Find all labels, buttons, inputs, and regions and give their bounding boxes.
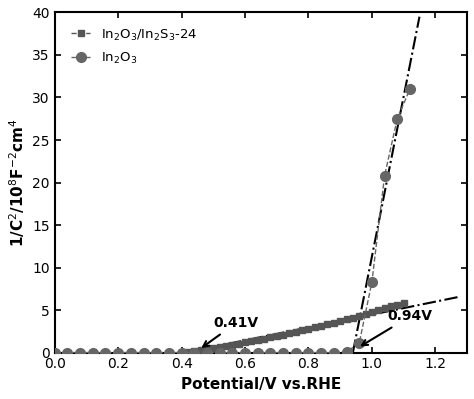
In$_2$O$_3$: [344, 349, 349, 354]
In$_2$O$_3$: [407, 87, 413, 91]
In$_2$O$_3$/In$_2$S$_3$-24: [325, 322, 330, 327]
X-axis label: Potential/V vs.RHE: Potential/V vs.RHE: [181, 377, 341, 392]
In$_2$O$_3$/In$_2$S$_3$-24: [128, 350, 134, 355]
In$_2$O$_3$: [154, 350, 159, 355]
In$_2$O$_3$/In$_2$S$_3$-24: [350, 315, 356, 320]
In$_2$O$_3$/In$_2$S$_3$-24: [344, 317, 349, 322]
In$_2$O$_3$/In$_2$S$_3$-24: [90, 350, 96, 355]
Line: In$_2$O$_3$/In$_2$S$_3$-24: In$_2$O$_3$/In$_2$S$_3$-24: [52, 300, 406, 356]
In$_2$O$_3$/In$_2$S$_3$-24: [306, 326, 311, 331]
In$_2$O$_3$/In$_2$S$_3$-24: [319, 324, 324, 328]
In$_2$O$_3$/In$_2$S$_3$-24: [198, 348, 203, 353]
In$_2$O$_3$: [204, 350, 210, 355]
In$_2$O$_3$: [242, 350, 248, 355]
In$_2$O$_3$/In$_2$S$_3$-24: [210, 346, 216, 351]
In$_2$O$_3$/In$_2$S$_3$-24: [363, 311, 368, 316]
In$_2$O$_3$: [102, 350, 108, 355]
In$_2$O$_3$/In$_2$S$_3$-24: [102, 350, 108, 355]
In$_2$O$_3$: [319, 350, 324, 355]
In$_2$O$_3$/In$_2$S$_3$-24: [77, 350, 83, 355]
In$_2$O$_3$/In$_2$S$_3$-24: [274, 334, 280, 338]
In$_2$O$_3$/In$_2$S$_3$-24: [64, 350, 70, 355]
Text: 0.94V: 0.94V: [362, 309, 433, 345]
In$_2$O$_3$: [280, 350, 286, 355]
In$_2$O$_3$: [166, 350, 172, 355]
In$_2$O$_3$: [394, 117, 400, 121]
In$_2$O$_3$/In$_2$S$_3$-24: [331, 320, 337, 325]
In$_2$O$_3$/In$_2$S$_3$-24: [255, 338, 261, 342]
In$_2$O$_3$/In$_2$S$_3$-24: [217, 345, 222, 350]
In$_2$O$_3$/In$_2$S$_3$-24: [166, 350, 172, 355]
In$_2$O$_3$: [77, 350, 83, 355]
In$_2$O$_3$/In$_2$S$_3$-24: [267, 335, 273, 340]
In$_2$O$_3$: [293, 350, 299, 355]
In$_2$O$_3$/In$_2$S$_3$-24: [261, 336, 267, 341]
In$_2$O$_3$/In$_2$S$_3$-24: [382, 306, 387, 311]
In$_2$O$_3$/In$_2$S$_3$-24: [356, 313, 362, 318]
In$_2$O$_3$: [255, 350, 261, 355]
In$_2$O$_3$/In$_2$S$_3$-24: [204, 347, 210, 352]
In$_2$O$_3$/In$_2$S$_3$-24: [236, 341, 242, 346]
In$_2$O$_3$/In$_2$S$_3$-24: [394, 302, 400, 307]
In$_2$O$_3$: [217, 350, 222, 355]
In$_2$O$_3$/In$_2$S$_3$-24: [401, 300, 407, 305]
In$_2$O$_3$/In$_2$S$_3$-24: [248, 339, 254, 344]
In$_2$O$_3$: [267, 350, 273, 355]
In$_2$O$_3$: [115, 350, 121, 355]
In$_2$O$_3$/In$_2$S$_3$-24: [154, 350, 159, 355]
In$_2$O$_3$/In$_2$S$_3$-24: [369, 309, 375, 314]
In$_2$O$_3$: [64, 350, 70, 355]
In$_2$O$_3$: [141, 350, 146, 355]
In$_2$O$_3$: [382, 173, 387, 178]
In$_2$O$_3$/In$_2$S$_3$-24: [299, 328, 305, 333]
Y-axis label: 1/C$^2$/10$^8$F$^{-2}$cm$^4$: 1/C$^2$/10$^8$F$^{-2}$cm$^4$: [7, 118, 27, 247]
Line: In$_2$O$_3$: In$_2$O$_3$: [50, 84, 415, 358]
Text: 0.41V: 0.41V: [203, 316, 258, 347]
In$_2$O$_3$: [369, 280, 375, 284]
In$_2$O$_3$/In$_2$S$_3$-24: [52, 350, 57, 355]
Legend: In$_2$O$_3$/In$_2$S$_3$-24, In$_2$O$_3$: In$_2$O$_3$/In$_2$S$_3$-24, In$_2$O$_3$: [65, 22, 202, 71]
In$_2$O$_3$: [52, 350, 57, 355]
In$_2$O$_3$/In$_2$S$_3$-24: [388, 304, 394, 309]
In$_2$O$_3$: [179, 350, 184, 355]
In$_2$O$_3$: [90, 350, 96, 355]
In$_2$O$_3$: [356, 341, 362, 346]
In$_2$O$_3$/In$_2$S$_3$-24: [242, 340, 248, 345]
In$_2$O$_3$: [128, 350, 134, 355]
In$_2$O$_3$: [306, 350, 311, 355]
In$_2$O$_3$/In$_2$S$_3$-24: [280, 332, 286, 337]
In$_2$O$_3$: [331, 350, 337, 355]
In$_2$O$_3$/In$_2$S$_3$-24: [293, 329, 299, 334]
In$_2$O$_3$: [191, 350, 197, 355]
In$_2$O$_3$/In$_2$S$_3$-24: [375, 308, 381, 312]
In$_2$O$_3$: [229, 350, 235, 355]
In$_2$O$_3$/In$_2$S$_3$-24: [223, 344, 229, 349]
In$_2$O$_3$/In$_2$S$_3$-24: [337, 319, 343, 324]
In$_2$O$_3$/In$_2$S$_3$-24: [185, 350, 191, 354]
In$_2$O$_3$/In$_2$S$_3$-24: [229, 343, 235, 348]
In$_2$O$_3$/In$_2$S$_3$-24: [141, 350, 146, 355]
In$_2$O$_3$/In$_2$S$_3$-24: [179, 350, 184, 355]
In$_2$O$_3$/In$_2$S$_3$-24: [115, 350, 121, 355]
In$_2$O$_3$/In$_2$S$_3$-24: [312, 325, 318, 330]
In$_2$O$_3$/In$_2$S$_3$-24: [287, 331, 292, 336]
In$_2$O$_3$/In$_2$S$_3$-24: [191, 349, 197, 354]
